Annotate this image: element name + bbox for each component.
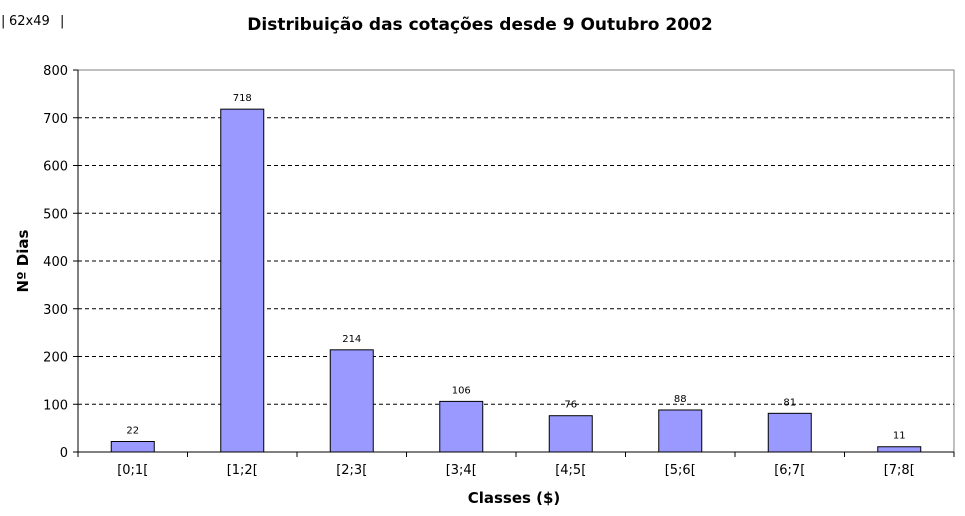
bar-1 bbox=[220, 108, 265, 453]
x-axis-label: Classes ($) bbox=[468, 489, 561, 507]
x-tick-label: [1;2[ bbox=[227, 463, 258, 478]
x-tick-label: [2;3[ bbox=[336, 463, 367, 478]
data-label: 81 bbox=[783, 397, 796, 408]
y-axis-label: Nº Dias bbox=[14, 229, 32, 292]
bar-5 bbox=[658, 409, 703, 453]
y-tick-label: 300 bbox=[43, 303, 68, 318]
gridlines bbox=[78, 117, 954, 405]
bar-6 bbox=[767, 412, 812, 453]
data-label: 718 bbox=[233, 93, 252, 104]
x-tick-label: [0;1[ bbox=[117, 463, 148, 478]
x-tick-label: [5;6[ bbox=[665, 463, 696, 478]
x-tick-label: [7;8[ bbox=[884, 463, 915, 478]
y-tick-label: 700 bbox=[43, 112, 68, 127]
y-tick-label: 200 bbox=[43, 351, 68, 366]
x-tick-label: [4;5[ bbox=[555, 463, 586, 478]
data-label: 22 bbox=[126, 425, 139, 436]
data-label: 214 bbox=[342, 334, 361, 345]
chart-title: Distribuição das cotações desde 9 Outubr… bbox=[247, 15, 712, 35]
y-tick-label: 800 bbox=[43, 64, 68, 79]
x-tick-label: [3;4[ bbox=[446, 463, 477, 478]
x-tick-label: [6;7[ bbox=[774, 463, 805, 478]
data-label: 76 bbox=[564, 400, 577, 411]
data-labels-group: 22 718 214 106 76 88 81 11 bbox=[126, 93, 905, 442]
data-label: 88 bbox=[674, 394, 687, 405]
bar-0 bbox=[110, 440, 155, 453]
y-tick-label: 600 bbox=[43, 160, 68, 175]
y-axis-ticks: 0 100 200 300 400 500 600 700 800 bbox=[43, 64, 79, 461]
bar-3 bbox=[439, 400, 484, 453]
y-tick-label: 500 bbox=[43, 207, 68, 222]
bar-7 bbox=[877, 446, 922, 453]
bar-4 bbox=[548, 415, 593, 453]
x-axis-ticks: [0;1[ [1;2[ [2;3[ [3;4[ [4;5[ [5;6[ [6;7[ [7;8[ bbox=[77, 451, 955, 478]
y-tick-label: 100 bbox=[43, 398, 68, 413]
bars-group bbox=[110, 108, 922, 453]
data-label: 106 bbox=[452, 385, 471, 396]
y-tick-label: 0 bbox=[60, 446, 68, 461]
corner-size-text: 62x49 bbox=[9, 14, 50, 29]
data-label: 11 bbox=[893, 431, 906, 442]
y-tick-label: 400 bbox=[43, 255, 68, 270]
bar-2 bbox=[329, 349, 374, 453]
